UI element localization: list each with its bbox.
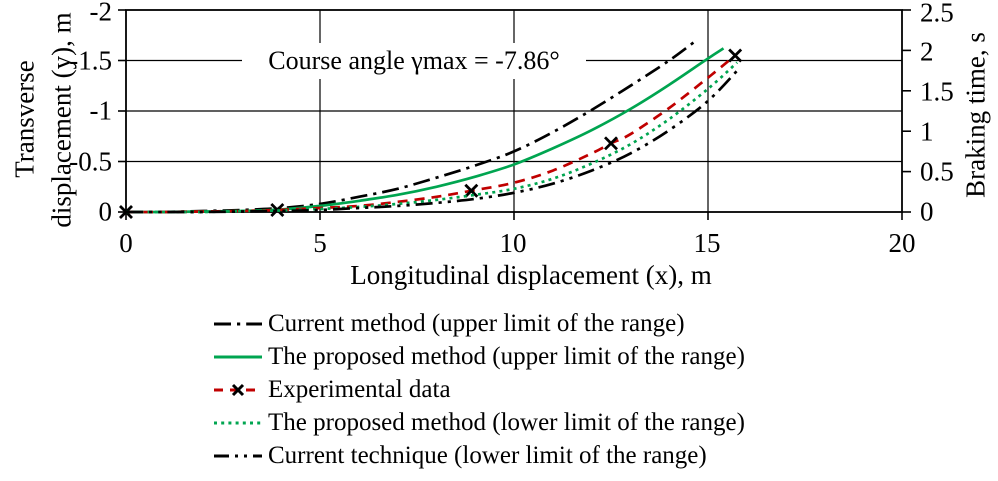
legend-swatch-solid-line bbox=[214, 355, 262, 358]
legend-label: Experimental data bbox=[268, 376, 451, 403]
legend-label: The proposed method (lower limit of the … bbox=[268, 409, 745, 436]
legend-item: The proposed method (upper limit of the … bbox=[213, 340, 745, 373]
right-axis-title: Braking time, s bbox=[960, 32, 991, 198]
x-marker bbox=[728, 48, 743, 63]
x-tick-label: 5 bbox=[313, 228, 327, 258]
series-line-2 bbox=[125, 54, 737, 214]
right-tick-label: 0 bbox=[920, 196, 934, 227]
legend-item: Experimental data bbox=[213, 373, 745, 406]
right-tick-label: 2 bbox=[920, 36, 934, 67]
series-line-3 bbox=[126, 61, 739, 214]
legend-label: The proposed method (upper limit of the … bbox=[268, 343, 745, 370]
left-tick-label: -0.5 bbox=[69, 146, 112, 177]
x-tick-label: 15 bbox=[693, 228, 721, 258]
legend-item: The proposed method (lower limit of the … bbox=[213, 406, 745, 439]
left-axis-title-line1: Transverse bbox=[9, 60, 40, 178]
x-tick-label: 20 bbox=[888, 228, 916, 258]
legend-label: Current technique (lower limit of the ra… bbox=[268, 442, 707, 469]
x-tick-label: 10 bbox=[499, 228, 527, 258]
left-tick-label: -2 bbox=[89, 0, 113, 27]
left-tick-label: 0 bbox=[98, 196, 113, 227]
right-tick-label: 1 bbox=[920, 116, 934, 147]
legend-x-marker bbox=[231, 383, 245, 396]
x-marker bbox=[464, 183, 479, 198]
legend-swatch-dotted-line bbox=[214, 421, 262, 424]
left-tick-label: -1.5 bbox=[69, 45, 112, 76]
series-line-4 bbox=[126, 67, 740, 214]
legend-item: Current technique (lower limit of the ra… bbox=[213, 439, 745, 472]
x-axis-title: Longitudinal displacement (x), m bbox=[350, 260, 712, 290]
legend-swatch-dashdotdot-line bbox=[214, 454, 262, 457]
legend-label: Current method (upper limit of the range… bbox=[268, 310, 685, 337]
x-marker bbox=[604, 136, 618, 151]
legend-swatch-dashdot-line bbox=[214, 322, 262, 325]
x-tick-label: 0 bbox=[119, 228, 133, 258]
legend-item: Current method (upper limit of the range… bbox=[213, 307, 745, 340]
left-tick-label: -1 bbox=[89, 95, 113, 126]
right-tick-label: 2.5 bbox=[920, 0, 954, 28]
chart-legend: Current method (upper limit of the range… bbox=[213, 307, 745, 472]
right-tick-label: 1.5 bbox=[920, 76, 954, 107]
legend-swatch-dashed-x-marker bbox=[214, 383, 262, 396]
course-angle-annotation: Course angle γmax = -7.86° bbox=[258, 46, 570, 76]
right-tick-label: 0.5 bbox=[920, 156, 954, 187]
